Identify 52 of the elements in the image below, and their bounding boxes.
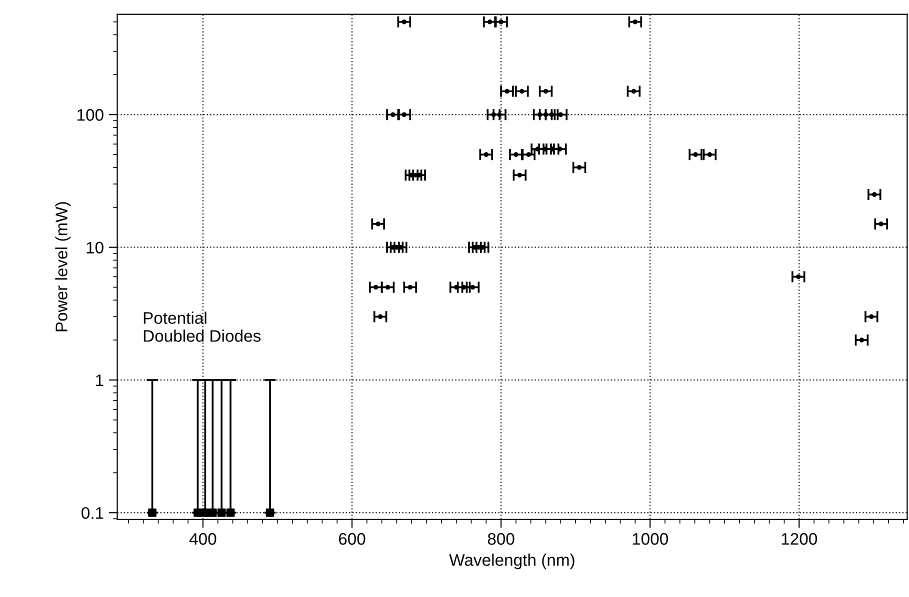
point [631,88,636,94]
point [535,146,540,152]
point [373,284,378,290]
point [632,19,638,24]
point [484,152,489,157]
point [878,222,884,226]
y-tick-label: 10 [86,242,104,254]
point [408,284,413,290]
point [869,314,874,320]
point [491,112,496,118]
point [796,274,801,280]
point [487,19,492,24]
point [549,112,554,118]
point [378,314,383,320]
x-tick-label: 600 [338,533,366,545]
point [576,165,582,170]
point [543,112,548,118]
x-tick-label: 800 [488,533,514,545]
y-tick-label: 100 [78,109,104,121]
point [859,338,864,342]
point [498,19,504,24]
point [517,172,522,178]
point [542,146,548,152]
point [470,284,476,290]
point [543,88,548,94]
x-axis-title: Wavelength (nm) [449,554,574,570]
point [266,508,274,517]
point [707,152,712,157]
point [402,112,407,118]
point [693,152,698,157]
point [550,146,555,152]
x-tick-label: 1200 [782,533,818,545]
annotation: Potential Doubled Diodes [144,312,261,342]
point [537,112,542,118]
point [520,88,524,94]
y-tick-label: 0.1 [82,507,104,519]
x-tick-label: 1000 [632,533,668,545]
point [497,112,502,118]
point [390,112,396,118]
point [872,192,877,197]
point [201,508,210,517]
point [148,508,156,517]
point [526,152,532,157]
point [385,284,390,290]
point [558,112,564,118]
y-tick-label: 1 [96,374,104,386]
point [376,222,380,226]
point [504,88,510,94]
y-axis-title: Power level (mW) [55,202,71,332]
x-tick-label: 400 [189,533,216,545]
point [402,19,407,24]
point [514,152,518,157]
